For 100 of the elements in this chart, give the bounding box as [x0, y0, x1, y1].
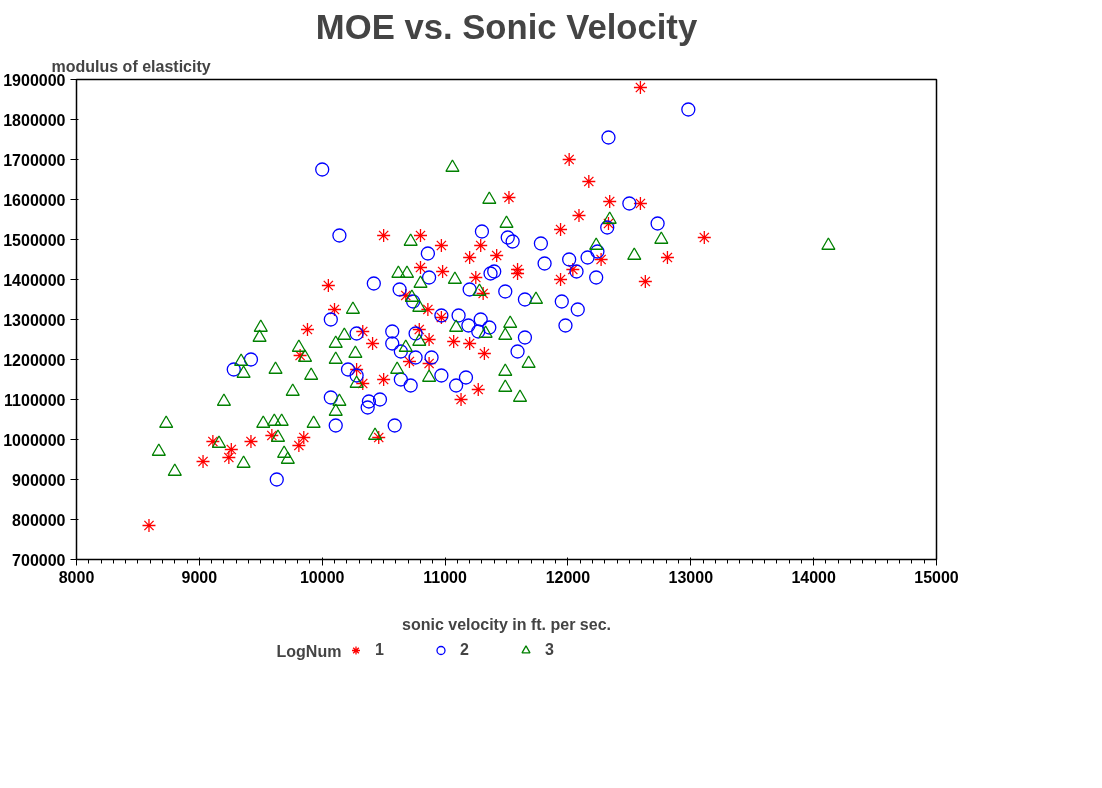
- point: [348, 345, 363, 358]
- point: [141, 518, 157, 533]
- point: [300, 322, 315, 337]
- point: [236, 365, 251, 378]
- point: [365, 336, 380, 351]
- point: [512, 389, 528, 402]
- point: [332, 393, 347, 406]
- point: [274, 413, 289, 426]
- point: [473, 238, 488, 253]
- point: [306, 415, 321, 428]
- point: [565, 262, 580, 277]
- x-tick-label: 12000: [545, 568, 591, 586]
- point: [349, 375, 364, 388]
- point: [221, 450, 236, 465]
- point: [264, 428, 279, 443]
- point: [253, 319, 268, 332]
- point: [528, 291, 544, 304]
- point: [633, 196, 648, 211]
- point: [571, 208, 587, 223]
- point: [593, 252, 609, 267]
- legend-title: LogNum: [276, 642, 342, 660]
- y-tick-label: 800000: [12, 511, 66, 529]
- point: [821, 237, 836, 250]
- point: [638, 274, 653, 289]
- point: [345, 301, 361, 314]
- point: [499, 215, 514, 228]
- point: [420, 302, 436, 317]
- point: [376, 372, 391, 387]
- point: [327, 302, 342, 317]
- point: [448, 319, 464, 332]
- point: [205, 434, 221, 449]
- point: [478, 325, 493, 338]
- point: [413, 228, 428, 243]
- point: [285, 383, 300, 396]
- point: [337, 327, 352, 340]
- point: [453, 392, 469, 407]
- y-tick-label: 1600000: [3, 191, 66, 209]
- point: [167, 463, 182, 476]
- x-tick-label: 14000: [791, 568, 836, 586]
- point: [270, 429, 286, 442]
- point: [413, 260, 428, 275]
- point: [477, 346, 492, 361]
- point: [390, 361, 405, 374]
- point: [355, 376, 370, 391]
- point: [462, 336, 477, 351]
- point: [292, 348, 308, 363]
- y-tick-label: 1100000: [4, 391, 66, 409]
- point: [697, 230, 712, 245]
- point: [589, 237, 604, 250]
- point: [412, 299, 427, 312]
- point: [421, 369, 437, 382]
- y-tick-label: 1500000: [3, 231, 66, 249]
- point: [376, 228, 391, 243]
- point: [151, 443, 166, 456]
- point: [402, 354, 417, 369]
- point: [602, 194, 617, 209]
- point: [267, 413, 282, 426]
- point: [268, 361, 283, 374]
- point: [256, 415, 271, 428]
- point: [291, 339, 307, 352]
- point: [328, 403, 343, 416]
- x-tick-label: 13000: [668, 568, 714, 586]
- point: [159, 415, 174, 428]
- point: [521, 355, 536, 368]
- point: [627, 247, 642, 260]
- y-tick-label: 700000: [12, 551, 66, 569]
- x-tick-label: 8000: [58, 568, 95, 586]
- point: [296, 430, 311, 445]
- point: [553, 222, 568, 237]
- point: [236, 455, 251, 468]
- point: [276, 445, 292, 458]
- point: [476, 286, 491, 301]
- point: [435, 264, 450, 279]
- y-tick-label: 1700000: [3, 151, 66, 169]
- point: [654, 231, 669, 244]
- point: [367, 427, 383, 440]
- point: [421, 356, 437, 371]
- point: [216, 393, 232, 406]
- point: [498, 327, 513, 340]
- y-tick-label: 1200000: [3, 351, 66, 369]
- x-axis-title: sonic velocity in ft. per sec.: [402, 615, 611, 633]
- point: [447, 271, 463, 284]
- point: [660, 250, 675, 265]
- point: [399, 265, 415, 278]
- point: [252, 329, 267, 342]
- legend-label: 1: [375, 641, 385, 659]
- legend-label: 2: [460, 641, 470, 659]
- point: [489, 248, 504, 263]
- point: [468, 270, 483, 285]
- y-tick-label: 1800000: [3, 111, 66, 129]
- point: [233, 353, 249, 366]
- point: [280, 451, 295, 464]
- point: [462, 250, 477, 265]
- point: [501, 190, 517, 205]
- point: [243, 434, 259, 449]
- point: [391, 265, 406, 278]
- x-tick-label: 15000: [914, 568, 959, 586]
- point: [498, 379, 513, 392]
- x-tick-label: 10000: [299, 568, 345, 586]
- point: [321, 278, 336, 293]
